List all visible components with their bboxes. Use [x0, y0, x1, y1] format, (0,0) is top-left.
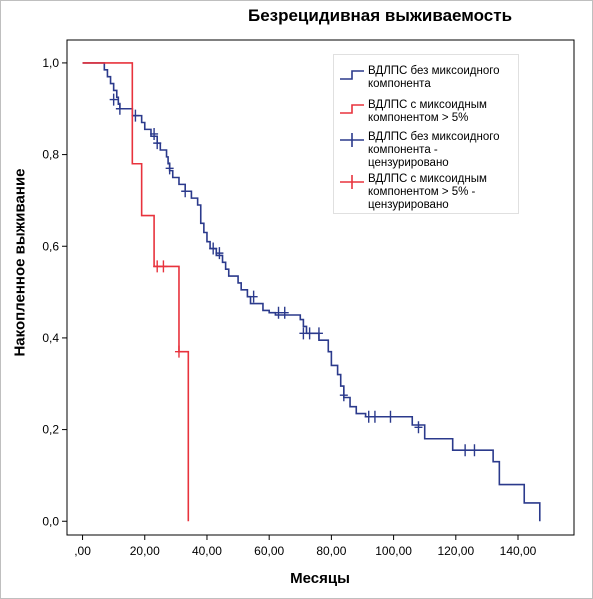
x-tick-label: 80,00 [316, 544, 346, 558]
km-step-line-2 [82, 62, 190, 522]
censor-mark-1 [370, 410, 379, 423]
x-tick-label: 40,00 [192, 544, 222, 558]
censor-mark-1 [115, 102, 124, 115]
y-tick-label: 0,4 [42, 331, 59, 345]
legend-label: ВДЛПС без миксоидного компонента - цензу… [368, 131, 500, 169]
legend-label: ВДЛПС с миксоидным компонентом > 5% [368, 99, 487, 124]
censor-mark-1 [314, 327, 323, 340]
censor-mark-1 [461, 444, 470, 457]
censor-mark-1 [153, 137, 162, 150]
censor-mark-1 [109, 93, 118, 106]
censor-mark-1 [280, 306, 289, 319]
censor-mark-1 [414, 421, 423, 434]
censor-mark-1 [150, 127, 159, 140]
x-tick-label: 20,00 [130, 544, 160, 558]
censor-mark-1 [209, 242, 218, 255]
legend-label: ВДЛПС без миксоидного компонента [368, 65, 500, 90]
y-tick-label: 0,8 [42, 148, 59, 162]
km-step-line-1 [82, 62, 541, 522]
plot-area-border [66, 39, 575, 536]
x-axis-label: Месяцы [290, 570, 350, 587]
censor-mark-2 [174, 345, 183, 358]
censor-mark-1 [181, 185, 190, 198]
legend-label: ВДЛПС с миксоидным компонентом > 5% - це… [368, 173, 487, 211]
censor-mark-1 [215, 247, 224, 260]
censor-mark-1 [165, 162, 174, 175]
legend-step-symbol [340, 104, 364, 114]
y-tick-label: 0,0 [42, 514, 59, 528]
censor-mark-1 [470, 444, 479, 457]
chart-title: Безрецидивная выживаемость [247, 6, 513, 25]
y-tick-label: 1,0 [42, 56, 59, 70]
x-tick-label: 140,00 [500, 544, 537, 558]
x-tick-label: ,00 [74, 544, 91, 558]
censor-mark-1 [339, 389, 348, 402]
censor-mark-2 [159, 260, 168, 273]
x-tick-label: 100,00 [375, 544, 412, 558]
legend-cross-symbol [340, 133, 364, 147]
censor-mark-1 [305, 327, 314, 340]
censor-mark-1 [386, 410, 395, 423]
legend-step-symbol [340, 70, 364, 80]
censor-mark-1 [249, 290, 258, 303]
x-tick-label: 60,00 [254, 544, 284, 558]
x-tick-label: 120,00 [437, 544, 474, 558]
legend: ВДЛПС без миксоидного компонента ВДЛПС с… [333, 54, 519, 214]
y-tick-label: 0,6 [42, 239, 59, 253]
legend-cross-symbol [340, 175, 364, 189]
y-tick-label: 0,2 [42, 423, 59, 437]
